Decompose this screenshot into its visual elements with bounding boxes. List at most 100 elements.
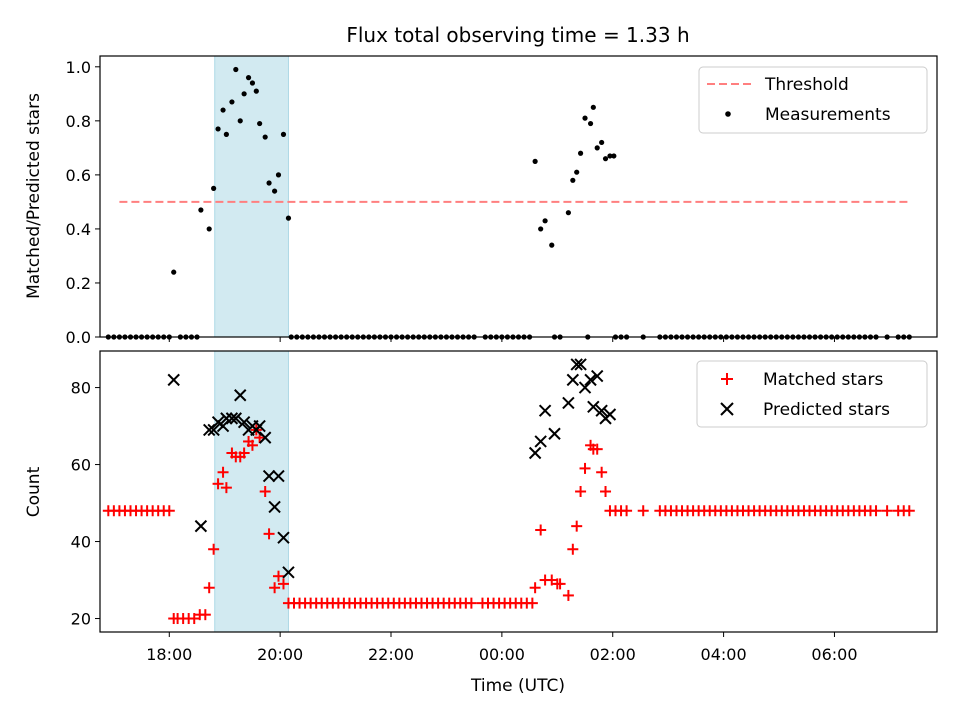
measurement-point bbox=[275, 172, 282, 178]
measurement-point bbox=[594, 145, 600, 151]
legend-predicted-label: Predicted stars bbox=[763, 400, 890, 420]
predicted-star-marker bbox=[548, 427, 561, 440]
matched-star-marker bbox=[220, 482, 232, 494]
top-y-tick-label: 1.0 bbox=[66, 58, 91, 77]
legend-matched-swatch bbox=[721, 373, 733, 385]
measurement-point bbox=[245, 75, 252, 81]
matched-star-marker bbox=[637, 505, 649, 517]
x-tick-label: 18:00 bbox=[146, 645, 192, 664]
bottom-y-tick-label: 40 bbox=[71, 533, 91, 552]
matched-star-marker bbox=[575, 486, 587, 497]
x-tick-label: 04:00 bbox=[701, 645, 747, 664]
matched-star-marker bbox=[269, 582, 281, 594]
top-y-tick-label: 0.8 bbox=[66, 112, 91, 131]
predicted-star-marker bbox=[574, 358, 587, 371]
measurement-point bbox=[262, 134, 268, 140]
measurement-point bbox=[280, 131, 287, 137]
measurement-point bbox=[171, 269, 177, 275]
measurement-point bbox=[249, 80, 256, 86]
matched-star-marker bbox=[188, 613, 200, 625]
predicted-star-marker bbox=[578, 381, 592, 394]
matched-star-marker bbox=[881, 505, 893, 517]
predicted-star-marker bbox=[237, 416, 251, 429]
top-y-tick-label: 0.0 bbox=[66, 328, 91, 347]
predicted-star-marker bbox=[225, 412, 239, 425]
bottom-y-tick-label: 60 bbox=[71, 456, 91, 475]
matched-star-marker bbox=[562, 589, 574, 601]
predicted-star-marker bbox=[234, 389, 247, 402]
predicted-star-marker bbox=[253, 419, 266, 433]
measurement-point bbox=[574, 169, 580, 175]
measurement-point bbox=[602, 156, 609, 162]
measurement-point bbox=[223, 131, 229, 137]
measurement-point bbox=[229, 99, 235, 105]
predicted-star-marker bbox=[167, 373, 180, 387]
predicted-star-marker bbox=[587, 400, 600, 414]
matched-star-marker bbox=[217, 466, 229, 478]
legend-measurements-swatch bbox=[725, 111, 731, 117]
matched-star-marker bbox=[272, 570, 284, 582]
measurement-point bbox=[198, 207, 204, 213]
measurement-point bbox=[611, 153, 617, 159]
bottom-y-axis-label: Count bbox=[24, 466, 44, 517]
bottom-legend: Matched stars Predicted stars bbox=[696, 360, 928, 428]
observing-window-span bbox=[214, 55, 289, 338]
matched-star-marker bbox=[238, 447, 250, 459]
bottom-axes-frame bbox=[99, 350, 938, 633]
measurement-point bbox=[570, 177, 576, 183]
predicted-star-marker bbox=[207, 423, 220, 437]
predicted-star-marker bbox=[277, 531, 290, 544]
matched-star-marker bbox=[259, 486, 271, 497]
legend-matched-label: Matched stars bbox=[763, 370, 883, 390]
measurement-point bbox=[587, 120, 594, 127]
measurement-point bbox=[206, 226, 212, 232]
measurement-point bbox=[590, 104, 596, 110]
top-y-tick-label: 0.6 bbox=[66, 166, 91, 185]
predicted-star-marker bbox=[603, 408, 617, 421]
matched-star-marker bbox=[277, 578, 289, 590]
legend-measurements-label: Measurements bbox=[765, 105, 891, 125]
matched-star-marker bbox=[903, 505, 915, 517]
legend-threshold-label: Threshold bbox=[764, 75, 849, 95]
matched-star-marker bbox=[203, 582, 215, 594]
matched-star-marker bbox=[591, 443, 603, 455]
matched-star-marker bbox=[579, 462, 591, 474]
x-axis-label: Time (UTC) bbox=[470, 676, 565, 696]
predicted-star-marker bbox=[528, 446, 542, 460]
matched-star-marker bbox=[263, 528, 275, 540]
legend-predicted-swatch bbox=[720, 402, 734, 416]
matched-star-marker bbox=[554, 578, 566, 590]
top-y-tick-label: 0.4 bbox=[66, 220, 91, 239]
measurement-point bbox=[542, 218, 548, 224]
predicted-star-marker bbox=[268, 500, 281, 514]
measurement-point bbox=[241, 91, 247, 97]
top-panel: 0.0 0.2 0.4 0.6 0.8 1.0 Matched/Predicted sta… bbox=[24, 55, 938, 347]
predicted-star-marker bbox=[566, 373, 580, 387]
predicted-star-marker bbox=[534, 435, 547, 448]
measurement-point bbox=[215, 126, 221, 132]
matched-star-markers bbox=[102, 424, 915, 625]
x-tick-label: 22:00 bbox=[368, 645, 414, 664]
top-y-axis-label: Matched/Predicted stars bbox=[24, 93, 44, 299]
predicted-star-marker bbox=[595, 404, 608, 417]
x-tick-label: 00:00 bbox=[479, 645, 525, 664]
matched-star-marker bbox=[535, 524, 547, 536]
predicted-star-marker bbox=[258, 431, 272, 444]
predicted-star-marker bbox=[570, 358, 583, 371]
x-tick-label: 02:00 bbox=[590, 645, 636, 664]
matched-star-marker bbox=[571, 520, 583, 532]
x-tick-label: 20:00 bbox=[257, 645, 303, 664]
measurement-point bbox=[582, 115, 588, 121]
predicted-star-marker bbox=[262, 469, 276, 483]
measurement-point bbox=[266, 180, 272, 186]
x-tick-label: 06:00 bbox=[811, 645, 857, 664]
measurement-point bbox=[532, 158, 538, 164]
predicted-star-marker bbox=[538, 404, 552, 417]
matched-star-marker bbox=[526, 597, 538, 609]
predicted-star-marker bbox=[282, 566, 295, 579]
measurement-point bbox=[285, 215, 292, 221]
measurement-point bbox=[233, 66, 239, 73]
top-legend: Threshold Measurements bbox=[698, 66, 928, 134]
measurement-point bbox=[237, 118, 243, 124]
